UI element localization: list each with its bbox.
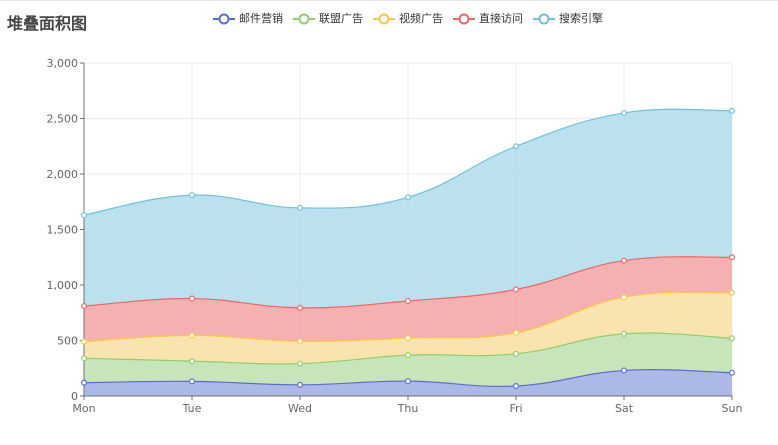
data-point[interactable] bbox=[189, 332, 196, 339]
legend-marker-icon bbox=[453, 13, 475, 25]
data-point[interactable] bbox=[512, 143, 519, 150]
series-area bbox=[84, 256, 732, 342]
data-point[interactable] bbox=[189, 358, 196, 365]
y-tick-label: 2,500 bbox=[47, 113, 79, 126]
x-tick-label: Thu bbox=[397, 402, 419, 415]
x-tick-label: Sat bbox=[615, 402, 634, 415]
y-tick-label: 1,000 bbox=[47, 279, 79, 292]
data-point[interactable] bbox=[405, 352, 412, 359]
data-point[interactable] bbox=[728, 335, 735, 342]
legend-item[interactable]: 联盟广告 bbox=[293, 12, 363, 26]
y-tick-label: 0 bbox=[71, 390, 78, 403]
legend-item[interactable]: 搜索引擎 bbox=[533, 12, 603, 26]
legend-label: 直接访问 bbox=[479, 12, 523, 25]
legend-item[interactable]: 视频广告 bbox=[373, 12, 443, 26]
data-point[interactable] bbox=[620, 367, 627, 374]
data-point[interactable] bbox=[728, 254, 735, 261]
series-area bbox=[84, 292, 732, 364]
top-divider bbox=[0, 0, 778, 1]
legend-marker-icon bbox=[293, 13, 315, 25]
y-tick-label: 500 bbox=[57, 335, 78, 348]
data-point[interactable] bbox=[512, 329, 519, 336]
data-point[interactable] bbox=[297, 304, 304, 311]
x-tick-label: Wed bbox=[288, 402, 312, 415]
legend-label: 邮件营销 bbox=[239, 12, 283, 25]
legend-marker-icon bbox=[213, 13, 235, 25]
data-point[interactable] bbox=[405, 335, 412, 342]
data-point[interactable] bbox=[80, 355, 87, 362]
data-point[interactable] bbox=[297, 360, 304, 367]
data-point[interactable] bbox=[512, 286, 519, 293]
data-point[interactable] bbox=[405, 297, 412, 304]
legend-label: 视频广告 bbox=[399, 12, 443, 25]
legend-item[interactable]: 直接访问 bbox=[453, 12, 523, 26]
data-point[interactable] bbox=[297, 338, 304, 345]
data-point[interactable] bbox=[620, 109, 627, 116]
y-tick-label: 2,000 bbox=[47, 168, 79, 181]
x-tick-label: Fri bbox=[509, 402, 522, 415]
y-tick-label: 1,500 bbox=[47, 224, 79, 237]
data-point[interactable] bbox=[620, 330, 627, 337]
data-point[interactable] bbox=[405, 194, 412, 201]
chart-title: 堆叠面积图 bbox=[7, 14, 88, 33]
x-tick-label: Mon bbox=[72, 402, 95, 415]
data-point[interactable] bbox=[80, 303, 87, 310]
data-point[interactable] bbox=[728, 369, 735, 376]
data-point[interactable] bbox=[80, 338, 87, 345]
legend-item[interactable]: 邮件营销 bbox=[213, 12, 283, 26]
series-area bbox=[84, 109, 732, 308]
legend-label: 联盟广告 bbox=[319, 12, 363, 25]
data-point[interactable] bbox=[189, 295, 196, 302]
data-point[interactable] bbox=[80, 212, 87, 219]
legend-marker-icon bbox=[373, 13, 395, 25]
series-area bbox=[84, 333, 732, 387]
data-point[interactable] bbox=[297, 381, 304, 388]
legend-label: 搜索引擎 bbox=[559, 12, 603, 25]
data-point[interactable] bbox=[512, 383, 519, 390]
data-point[interactable] bbox=[620, 294, 627, 301]
data-point[interactable] bbox=[297, 204, 304, 211]
x-tick-label: Tue bbox=[182, 402, 202, 415]
data-point[interactable] bbox=[620, 257, 627, 264]
data-point[interactable] bbox=[728, 289, 735, 296]
y-tick-label: 3,000 bbox=[47, 57, 79, 70]
chart-legend: 邮件营销 联盟广告 视频广告 直接访问 搜索引擎 bbox=[213, 10, 603, 28]
data-point[interactable] bbox=[405, 378, 412, 385]
data-point[interactable] bbox=[728, 107, 735, 114]
legend-marker-icon bbox=[533, 13, 555, 25]
data-point[interactable] bbox=[512, 350, 519, 357]
data-point[interactable] bbox=[189, 378, 196, 385]
data-point[interactable] bbox=[80, 379, 87, 386]
series-areas bbox=[84, 109, 732, 396]
data-point[interactable] bbox=[189, 192, 196, 199]
series-points bbox=[80, 107, 735, 390]
x-tick-label: Sun bbox=[722, 402, 743, 415]
